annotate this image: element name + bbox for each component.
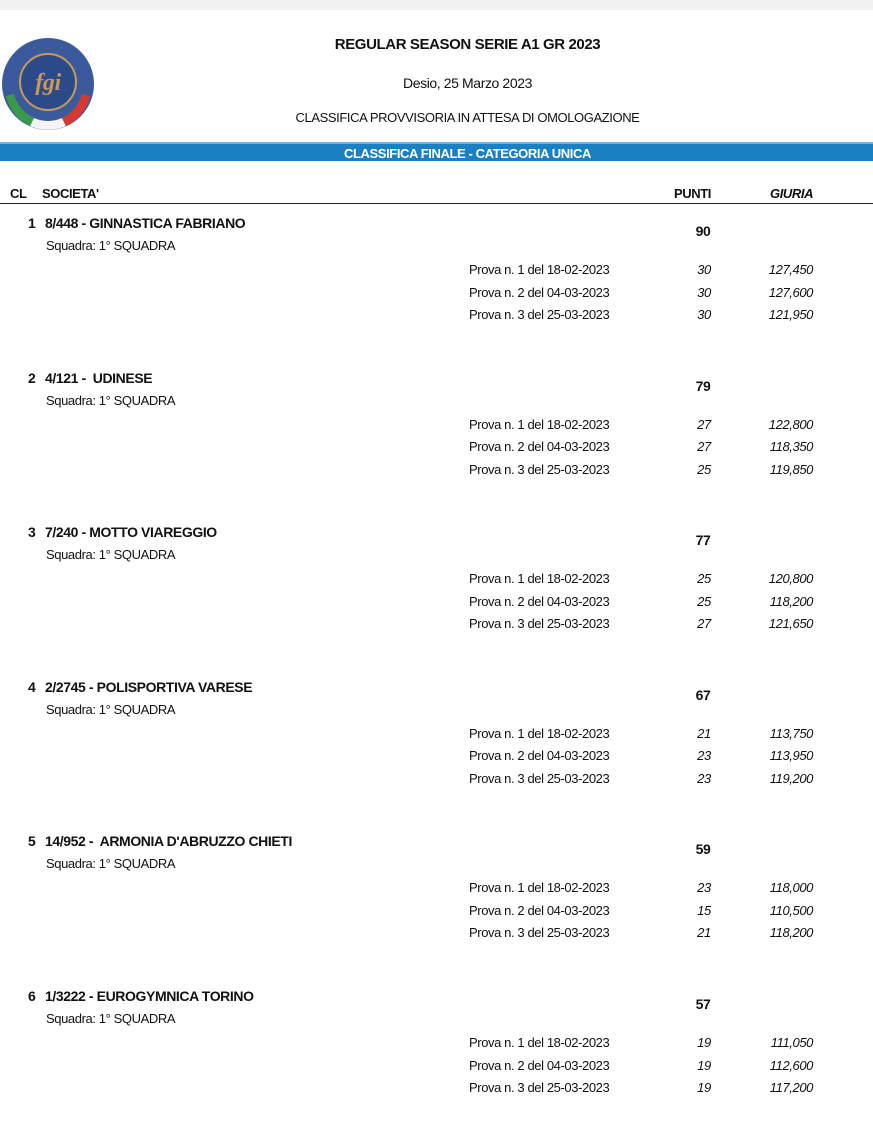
prova-label: Prova n. 2 del 04-03-2023 xyxy=(469,593,610,609)
prova-points: 30 xyxy=(697,307,711,322)
team-squad: Squadra: 1° SQUADRA xyxy=(46,392,176,408)
prova-points: 19 xyxy=(697,1035,711,1050)
prova-label: Prova n. 3 del 25-03-2023 xyxy=(469,307,610,322)
team-total-points: 67 xyxy=(695,686,711,703)
team-block: 3 7/240 - MOTTO VIAREGGIO Squadra: 1° SQ… xyxy=(0,524,873,679)
prova-jury-score: 127,450 xyxy=(768,262,814,277)
prova-points: 23 xyxy=(697,880,711,896)
team-block: 5 14/952 - ARMONIA D'ABRUZZO CHIETI Squa… xyxy=(0,833,873,988)
prova-label: Prova n. 1 del 18-02-2023 xyxy=(469,571,610,587)
prova-points: 23 xyxy=(697,770,711,786)
team-name: 4/121 - UDINESE xyxy=(45,369,153,386)
prova-jury-score: 118,200 xyxy=(769,593,814,609)
prova-jury-score: 120,800 xyxy=(768,571,814,587)
prova-points: 25 xyxy=(697,571,711,587)
team-block: 4 2/2745 - POLISPORTIVA VARESE Squadra: … xyxy=(0,679,873,834)
team-rank: 6 xyxy=(28,988,36,1004)
team-squad: Squadra: 1° SQUADRA xyxy=(46,547,176,563)
team-rank: 4 xyxy=(28,678,36,695)
prova-points: 21 xyxy=(697,925,711,941)
prova-jury-score: 111,050 xyxy=(770,1035,814,1050)
col-punti: PUNTI xyxy=(674,186,712,201)
team-squad: Squadra: 1° SQUADRA xyxy=(46,856,176,872)
team-total-points: 90 xyxy=(695,223,711,239)
prova-jury-score: 112,600 xyxy=(769,1057,814,1073)
col-societa: SOCIETA' xyxy=(42,186,99,201)
prova-label: Prova n. 1 del 18-02-2023 xyxy=(469,1035,610,1050)
team-rank: 3 xyxy=(28,524,36,541)
prova-label: Prova n. 3 del 25-03-2023 xyxy=(469,925,610,941)
team-name: 2/2745 - POLISPORTIVA VARESE xyxy=(45,678,253,695)
prova-points: 21 xyxy=(697,725,711,741)
page-title: REGULAR SEASON SERIE A1 GR 2023 xyxy=(334,36,601,53)
prova-jury-score: 118,200 xyxy=(769,925,814,941)
team-block: 1 8/448 - GINNASTICA FABRIANO Squadra: 1… xyxy=(0,215,873,370)
team-name: 1/3222 - EUROGYMNICA TORINO xyxy=(45,988,254,1004)
prova-points: 23 xyxy=(697,748,711,764)
prova-points: 25 xyxy=(697,593,711,609)
team-rank: 5 xyxy=(28,833,36,850)
prova-jury-score: 110,500 xyxy=(769,902,814,918)
prova-points: 27 xyxy=(697,616,711,632)
team-name: 8/448 - GINNASTICA FABRIANO xyxy=(45,215,246,231)
prova-label: Prova n. 1 del 18-02-2023 xyxy=(469,880,610,896)
prova-label: Prova n. 3 del 25-03-2023 xyxy=(469,461,610,477)
section-title: CLASSIFICA FINALE - CATEGORIA UNICA xyxy=(344,146,591,161)
prova-jury-score: 113,750 xyxy=(769,725,814,741)
prova-jury-score: 118,000 xyxy=(769,880,814,896)
prova-points: 30 xyxy=(697,284,711,300)
team-squad: Squadra: 1° SQUADRA xyxy=(46,238,176,253)
header-divider xyxy=(0,203,873,204)
prova-points: 27 xyxy=(697,439,711,455)
team-block: 6 1/3222 - EUROGYMNICA TORINO Squadra: 1… xyxy=(0,988,873,1143)
top-strip xyxy=(0,0,873,10)
prova-jury-score: 121,650 xyxy=(768,616,814,632)
team-total-points: 77 xyxy=(695,532,711,549)
prova-label: Prova n. 2 del 04-03-2023 xyxy=(469,902,610,918)
prova-label: Prova n. 2 del 04-03-2023 xyxy=(469,439,610,455)
team-rank: 2 xyxy=(28,369,36,386)
prova-points: 27 xyxy=(697,416,711,432)
prova-jury-score: 127,600 xyxy=(768,284,814,300)
fgi-logo: fgi xyxy=(2,38,94,130)
col-cl: CL xyxy=(10,186,27,201)
prova-label: Prova n. 3 del 25-03-2023 xyxy=(469,616,610,632)
status-note: CLASSIFICA PROVVISORIA IN ATTESA DI OMOL… xyxy=(295,110,640,125)
prova-points: 19 xyxy=(697,1080,711,1095)
prova-label: Prova n. 3 del 25-03-2023 xyxy=(469,770,610,786)
prova-jury-score: 121,950 xyxy=(768,307,814,322)
prova-points: 25 xyxy=(697,461,711,477)
section-band: CLASSIFICA FINALE - CATEGORIA UNICA xyxy=(0,142,873,161)
team-squad: Squadra: 1° SQUADRA xyxy=(46,1011,176,1026)
prova-label: Prova n. 1 del 18-02-2023 xyxy=(469,416,610,432)
prova-jury-score: 119,200 xyxy=(769,770,814,786)
team-block: 2 4/121 - UDINESE Squadra: 1° SQUADRA 79… xyxy=(0,370,873,525)
prova-label: Prova n. 1 del 18-02-2023 xyxy=(469,725,610,741)
prova-label: Prova n. 3 del 25-03-2023 xyxy=(469,1080,610,1095)
prova-label: Prova n. 1 del 18-02-2023 xyxy=(469,262,610,277)
place-date: Desio, 25 Marzo 2023 xyxy=(403,75,532,91)
prova-jury-score: 113,950 xyxy=(769,748,814,764)
team-name: 7/240 - MOTTO VIAREGGIO xyxy=(45,524,217,541)
col-giuria: GIURIA xyxy=(770,186,814,201)
prova-label: Prova n. 2 del 04-03-2023 xyxy=(469,284,610,300)
prova-jury-score: 118,350 xyxy=(769,439,814,455)
team-total-points: 57 xyxy=(695,996,711,1012)
team-name: 14/952 - ARMONIA D'ABRUZZO CHIETI xyxy=(45,833,292,850)
prova-jury-score: 119,850 xyxy=(769,461,814,477)
prova-points: 30 xyxy=(697,262,711,277)
prova-jury-score: 122,800 xyxy=(768,416,814,432)
team-rank: 1 xyxy=(28,215,36,231)
prova-jury-score: 117,200 xyxy=(769,1080,814,1095)
team-squad: Squadra: 1° SQUADRA xyxy=(46,701,176,717)
prova-label: Prova n. 2 del 04-03-2023 xyxy=(469,1057,610,1073)
prova-points: 19 xyxy=(697,1057,711,1073)
prova-points: 15 xyxy=(697,902,711,918)
svg-text:fgi: fgi xyxy=(35,70,61,96)
team-total-points: 59 xyxy=(695,841,711,858)
team-total-points: 79 xyxy=(695,377,711,394)
prova-label: Prova n. 2 del 04-03-2023 xyxy=(469,748,610,764)
